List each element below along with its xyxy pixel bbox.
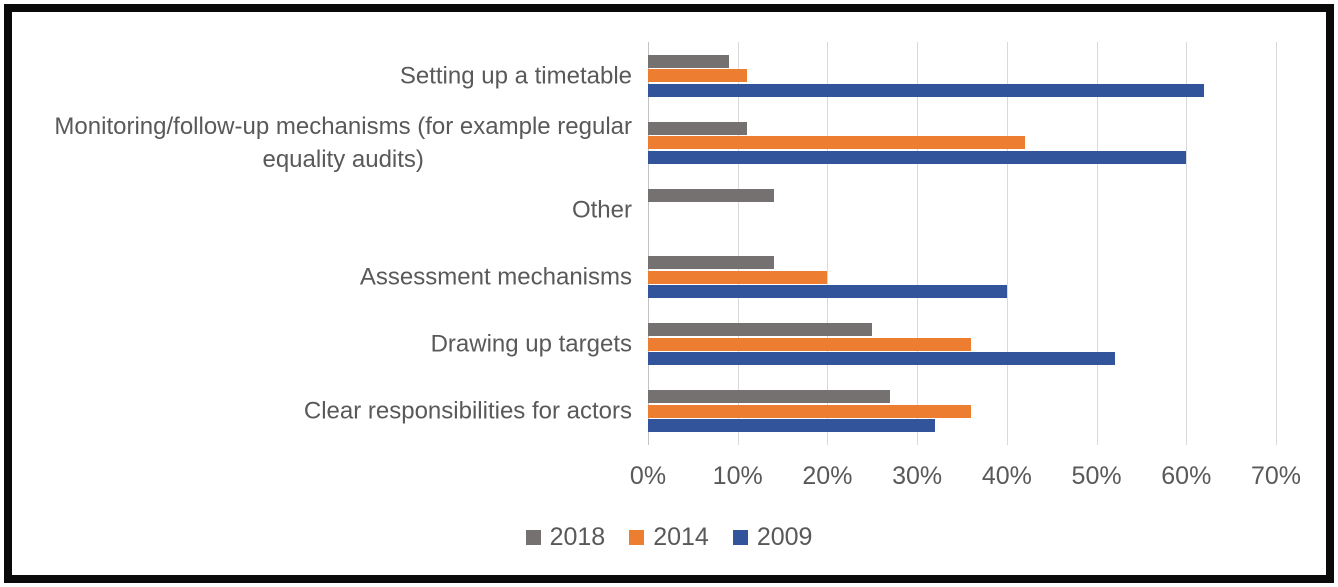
gridline-20% [827, 42, 829, 445]
bar-2009-monitoring-follow-up-mechanisms-for-exam [648, 150, 1187, 164]
gridline-40% [1006, 42, 1008, 445]
category-label-monitoring-follow-up-mechanisms-for-exam: Monitoring/follow-up mechanisms (for exa… [54, 112, 632, 173]
x-tick-label-20pct: 20% [802, 462, 853, 490]
gridline-30% [917, 42, 919, 445]
bar-2014-assessment-mechanisms [648, 270, 828, 284]
category-label-other: Other [571, 196, 632, 224]
bar-2014-clear-responsibilities-for-actors [648, 404, 971, 418]
x-tick-label-40pct: 40% [981, 462, 1032, 490]
bar-2018-setting-up-a-timetable [648, 54, 729, 68]
legend-swatch-2009 [732, 529, 748, 545]
legend-item-2018: 2018 [525, 522, 606, 552]
category-label-setting-up-a-timetable: Setting up a timetable [399, 62, 632, 90]
category-label-assessment-mechanisms: Assessment mechanisms [359, 263, 632, 291]
legend-swatch-2014 [629, 529, 645, 545]
legend-label-2009: 2009 [756, 522, 813, 551]
legend-label-2014: 2014 [653, 522, 709, 551]
bar-2018-drawing-up-targets [648, 323, 873, 337]
bar-2014-setting-up-a-timetable [648, 69, 747, 83]
bar-2018-assessment-mechanisms [648, 256, 774, 270]
x-tick-label-30pct: 30% [892, 462, 943, 490]
bar-2018-other [648, 188, 774, 202]
x-tick-label-0pct: 0% [629, 462, 667, 490]
category-axis-line [648, 42, 649, 445]
bar-2009-assessment-mechanisms [648, 285, 1007, 299]
x-tick-label-10pct: 10% [712, 462, 763, 490]
legend-label-2018: 2018 [549, 522, 606, 551]
legend-swatch-2018 [525, 529, 541, 545]
x-tick-label-60pct: 60% [1161, 462, 1212, 490]
bar-2018-clear-responsibilities-for-actors [648, 390, 891, 404]
bar-2014-monitoring-follow-up-mechanisms-for-exam [648, 136, 1025, 150]
bar-2009-clear-responsibilities-for-actors [648, 419, 936, 433]
bar-2009-drawing-up-targets [648, 352, 1115, 366]
bar-2018-monitoring-follow-up-mechanisms-for-exam [648, 121, 747, 135]
category-label-drawing-up-targets: Drawing up targets [430, 330, 632, 358]
gridline-70% [1276, 42, 1277, 445]
x-tick-label-50pct: 50% [1071, 462, 1122, 490]
gridline-50% [1096, 42, 1098, 445]
x-tick-label-70pct: 70% [1250, 462, 1302, 490]
chart-legend: 2018 2014 2009 [0, 523, 1338, 551]
legend-item-2014: 2014 [629, 523, 709, 552]
category-label-clear-responsibilities-for-actors: Clear responsibilities for actors [303, 397, 632, 425]
bar-2014-drawing-up-targets [648, 337, 971, 351]
legend-item-2009: 2009 [732, 522, 813, 552]
bar-2009-setting-up-a-timetable [648, 83, 1205, 97]
gridline-10% [737, 42, 739, 445]
gridline-60% [1186, 42, 1188, 445]
